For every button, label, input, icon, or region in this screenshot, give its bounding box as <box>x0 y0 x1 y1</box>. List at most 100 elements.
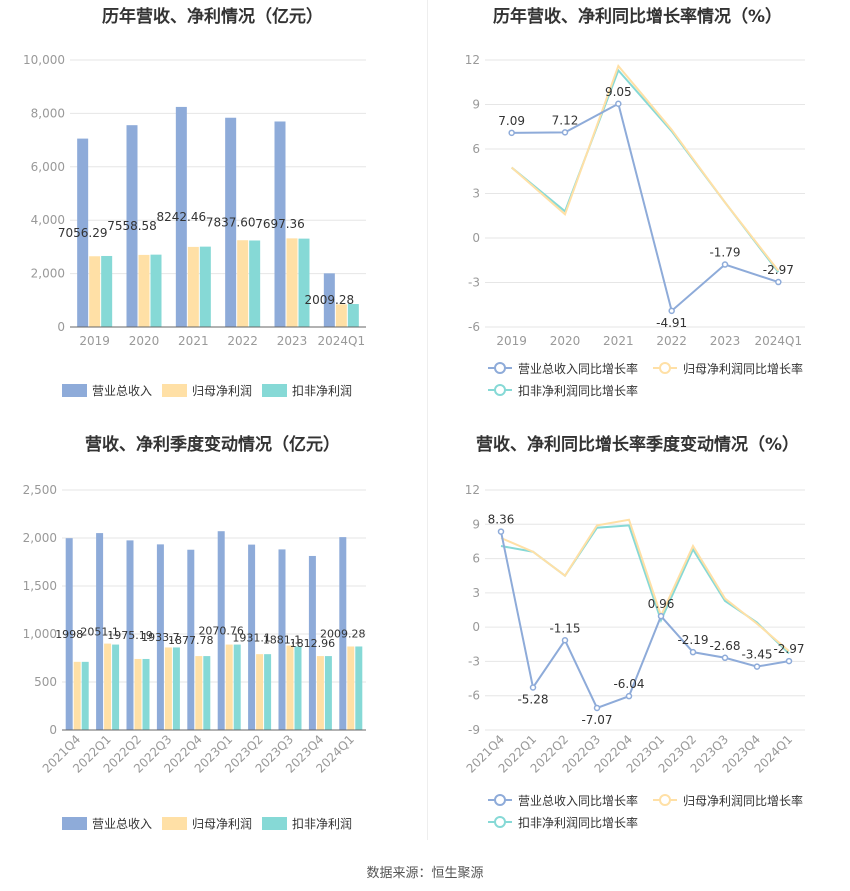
annual-revenue-profit-plot: 0 2,000 4,000 6,000 8,000 10,000 2019 2020 2021 2… <box>23 53 366 398</box>
bar-0 <box>77 138 89 327</box>
series-line-0 <box>500 531 790 710</box>
bar-1 <box>225 644 233 730</box>
data-label: 7558.58 <box>107 219 157 233</box>
series-point-0 <box>721 261 729 268</box>
x-tick-label: 2022 <box>656 334 687 348</box>
bar-0 <box>126 540 134 730</box>
y-tick-label: 12 <box>465 483 480 497</box>
bar-0 <box>274 121 286 327</box>
legend-label: 扣非净利润 <box>292 817 352 831</box>
bar-2 <box>233 644 241 730</box>
legend-swatch <box>62 384 87 397</box>
y-tick-label: 0 <box>57 320 65 334</box>
y-tick-label: -6 <box>468 320 480 334</box>
series-line-1 <box>500 518 790 652</box>
bar-1 <box>335 304 347 327</box>
y-tick-label: 2,000 <box>31 267 65 281</box>
legend-swatch-marker <box>659 362 671 374</box>
data-source-label: 数据来源：恒生聚源 <box>366 866 484 881</box>
bar-2 <box>199 246 211 327</box>
series-point-0 <box>615 100 622 108</box>
data-label: 1812.96 <box>290 637 336 650</box>
y-tick-label: 6,000 <box>31 160 65 174</box>
legend-label: 归母净利润同比增长率 <box>683 361 803 376</box>
y-tick-label: 3 <box>472 586 480 600</box>
bar-0 <box>187 549 195 730</box>
series-point-0 <box>497 528 505 535</box>
data-label: -2.97 <box>773 642 804 656</box>
bar-2 <box>324 656 332 730</box>
y-tick-label: 0 <box>472 231 480 245</box>
legend-swatch-marker <box>494 816 506 828</box>
data-label: 2070.76 <box>198 625 244 638</box>
y-tick-label: 10,000 <box>23 53 65 67</box>
bar-1 <box>316 656 324 730</box>
series-line-0 <box>511 102 779 313</box>
legend-label: 营业总收入同比增长率 <box>518 361 638 376</box>
bar-1 <box>134 658 142 730</box>
series-point-0 <box>689 648 697 656</box>
series-point-0 <box>721 654 729 662</box>
bar-2 <box>150 254 162 327</box>
bar-2 <box>81 661 89 730</box>
bar-1 <box>347 646 355 730</box>
bar-0 <box>65 538 73 730</box>
x-tick-label: 2020 <box>129 334 160 348</box>
bar-0 <box>323 273 335 327</box>
bar-2 <box>142 658 150 730</box>
series-point-0 <box>668 307 675 315</box>
bar-1 <box>195 656 203 730</box>
y-tick-label: 6 <box>472 552 480 566</box>
data-label: 7837.60 <box>206 215 256 229</box>
chart-title: 历年营收、净利同比增长率情况（%） <box>492 7 783 27</box>
legend-label: 扣非净利润同比增长率 <box>518 815 638 830</box>
data-label: -2.19 <box>677 633 708 647</box>
x-tick-label: 2020 <box>550 334 581 348</box>
bar-2 <box>112 644 120 730</box>
data-label: 1881.1 <box>263 634 302 647</box>
legend-label: 营业总收入同比增长率 <box>518 793 638 808</box>
legend-swatch <box>162 817 187 830</box>
bar-1 <box>187 246 199 327</box>
bar-0 <box>308 555 316 730</box>
y-tick-label: -9 <box>468 723 480 737</box>
y-tick-label: 12 <box>465 53 480 67</box>
bar-0 <box>225 117 237 327</box>
data-label: 7.12 <box>552 113 579 127</box>
bar-1 <box>164 647 172 730</box>
legend-label: 扣非净利润 <box>292 384 352 398</box>
series-point-0 <box>625 692 633 700</box>
chart-title: 营收、净利季度变动情况（亿元） <box>85 435 340 455</box>
legend-label: 归母净利润同比增长率 <box>683 793 803 808</box>
bar-0 <box>126 125 138 327</box>
y-tick-label: 1,500 <box>23 579 57 593</box>
data-label: 9.05 <box>605 85 632 99</box>
y-tick-label: 4,000 <box>31 213 65 227</box>
series-line-1 <box>511 63 780 272</box>
annual-revenue-profit-chart: 历年营收、净利情况（亿元） 0 2,000 4,000 6,000 8,000 10,00… <box>0 0 425 430</box>
data-label: -2.68 <box>709 639 740 653</box>
bar-2 <box>294 646 302 730</box>
data-label: -3.45 <box>741 648 772 662</box>
bar-2 <box>347 304 359 327</box>
data-label: 0.96 <box>648 597 675 611</box>
legend-swatch-marker <box>494 384 506 396</box>
data-label: -1.15 <box>549 621 580 635</box>
bar-1 <box>286 238 298 327</box>
y-tick-label: -3 <box>468 276 480 290</box>
y-tick-label: 8,000 <box>31 106 65 120</box>
legend-swatch <box>262 817 287 830</box>
legend-swatch <box>62 817 87 830</box>
y-tick-label: -6 <box>468 689 480 703</box>
x-tick-label: 2021 <box>178 334 209 348</box>
legend-label: 扣非净利润同比增长率 <box>518 383 638 398</box>
bar-0 <box>248 544 256 730</box>
data-label: 1877.78 <box>168 634 214 647</box>
data-label: -7.07 <box>581 713 612 727</box>
bar-1 <box>237 240 249 327</box>
bar-2 <box>298 238 310 327</box>
data-label: 8242.46 <box>157 210 207 224</box>
y-tick-label: 0 <box>49 723 57 737</box>
bar-1 <box>138 254 150 327</box>
data-label: 2009.28 <box>320 628 366 641</box>
